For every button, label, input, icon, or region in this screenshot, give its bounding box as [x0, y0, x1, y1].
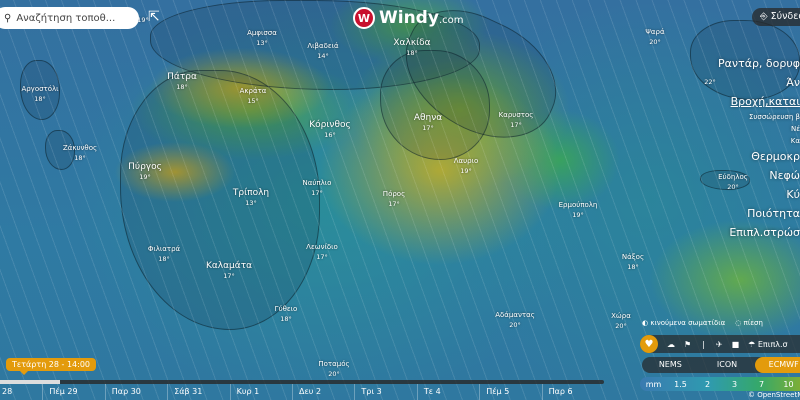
logo-suffix: .com: [438, 15, 464, 26]
legend-value: 3: [731, 379, 738, 389]
city-label: Νάξος 18°: [621, 253, 645, 271]
model-selector: NEMS ICON ECMWF: [642, 357, 800, 373]
kefalonia-land: [20, 60, 60, 120]
city-label: Αργοστόλι 18°: [21, 85, 59, 103]
logo-brand: Windy: [379, 8, 439, 28]
thermometer-icon[interactable]: ❘: [700, 339, 707, 349]
login-label: Σύνδεσ: [770, 11, 800, 22]
more-overlays-label: Επιπλ.σ: [757, 339, 788, 349]
particles-label: κινούμενα σωματίδια: [650, 319, 726, 327]
model-nems[interactable]: NEMS: [658, 360, 682, 369]
city-label: Ψαρά 20°: [645, 28, 665, 46]
webcam-icon[interactable]: ■: [731, 339, 740, 349]
day-tab[interactable]: Σάβ 31: [167, 384, 229, 400]
zakynthos-land: [45, 130, 75, 170]
overlay-bar: ♥ ☁ ⚑ ❘ ✈ ■ ☂ Επιπλ.σ: [640, 335, 800, 353]
rain-legend: mm 1.5 2 3 7 10: [640, 377, 800, 391]
city-label: Αμφισσα 13°: [247, 29, 277, 47]
weather-icon[interactable]: ☁: [667, 339, 675, 349]
timeline-progress[interactable]: [0, 380, 61, 384]
city-label: Λεωνίδιο 17°: [306, 243, 338, 261]
timeline-track[interactable]: [0, 380, 604, 384]
day-tab[interactable]: Κυρ 1: [229, 384, 292, 400]
city-label: Φιλιατρά 18°: [147, 245, 181, 263]
menu-item-wind[interactable]: Άν: [786, 76, 800, 89]
chios-land: [690, 20, 800, 100]
favorite-heart-icon[interactable]: ♥: [640, 335, 658, 353]
day-tab[interactable]: Τρι 3: [354, 384, 416, 400]
city-label: Καρυστος 17°: [498, 111, 534, 129]
city-label: Πόρος 17°: [382, 190, 406, 208]
day-tab[interactable]: Παρ 6: [541, 384, 604, 400]
menu-item-air-quality[interactable]: Ποιότητα: [747, 207, 800, 220]
day-tab[interactable]: Δευ 2: [292, 384, 354, 400]
airport-icon[interactable]: ✈: [715, 339, 723, 349]
legend-value: 7: [758, 379, 765, 389]
model-ecmwf[interactable]: ECMWF: [755, 357, 800, 373]
city-label: Κόρινθος 16°: [309, 120, 351, 139]
city-label: Καλαμάτα 17°: [205, 261, 253, 280]
peloponnese-land: [120, 70, 320, 330]
city-label: Ζάκυνθος 18°: [62, 144, 98, 162]
day-tab[interactable]: Παρ 30: [104, 384, 167, 400]
day-tab[interactable]: 28: [2, 387, 13, 396]
city-label: Χώρα 20°: [611, 312, 631, 330]
pressure-toggle[interactable]: ◌ πίεση: [735, 319, 763, 327]
windy-logo[interactable]: W Windy .com: [353, 7, 463, 29]
city-label: Ποταμός 20°: [318, 360, 350, 378]
menu-item-thunder[interactable]: Κα: [790, 137, 800, 145]
city-label: Αθηνα 17°: [413, 113, 443, 132]
city-label: Ακράτα 15°: [239, 87, 267, 105]
city-label: 22°: [704, 78, 716, 86]
menu-item-accumulation[interactable]: Συσσώρευση β: [748, 113, 800, 121]
timeline-days: 28 Πέμ 29 Παρ 30 Σάβ 31 Κυρ 1 Δευ 2 Τρι …: [0, 384, 604, 400]
login-button[interactable]: ⎆ Σύνδεσ: [752, 8, 800, 26]
day-tab[interactable]: Πέμ 29: [42, 384, 104, 400]
menu-item-temperature[interactable]: Θερμοκρ: [751, 150, 800, 163]
city-label: Τρίπολη 13°: [232, 188, 270, 207]
layer-menu: Ραντάρ, δορυφ Άν Βροχή,καται Συσσώρευση …: [718, 54, 800, 242]
menu-item-radar[interactable]: Ραντάρ, δορυφ: [718, 57, 800, 70]
legend-value: 1.5: [674, 379, 687, 389]
city-label: Λαυριο 19°: [453, 157, 479, 175]
city-label: Αδάμαντας 20°: [495, 311, 535, 329]
search-input[interactable]: ⚲ Αναζήτηση τοποθ...: [0, 7, 139, 29]
search-placeholder: Αναζήτηση τοποθ...: [16, 12, 116, 24]
day-tab[interactable]: Πέμ 5: [479, 384, 541, 400]
city-label: Πάτρα 18°: [167, 72, 197, 91]
city-label: 19°: [137, 16, 149, 24]
city-label: Γύθειο 18°: [274, 305, 298, 323]
particles-toggle[interactable]: ◐ κινούμενα σωματίδια: [642, 319, 726, 327]
legend-value: 10: [783, 379, 794, 389]
attica-land: [380, 50, 490, 160]
more-overlays[interactable]: ☂ Επιπλ.σ: [748, 339, 788, 349]
menu-item-snow[interactable]: Νέ: [790, 125, 800, 133]
legend-unit: mm: [645, 379, 662, 389]
flag-icon[interactable]: ⚑: [684, 339, 692, 349]
search-icon: ⚲: [4, 12, 12, 24]
attribution[interactable]: © OpenStreetMap: [748, 391, 800, 399]
day-tab[interactable]: Τε 4: [416, 384, 479, 400]
share-icon[interactable]: ⇱: [148, 9, 160, 25]
menu-item-clouds[interactable]: Νεφώ: [769, 169, 800, 182]
city-label: Πύργος 19°: [128, 162, 162, 181]
city-label: Λιβαδειά 14°: [307, 42, 339, 60]
city-label: Ναύπλιο 17°: [302, 179, 332, 197]
current-time-badge: Τετάρτη 28 - 14:00: [6, 358, 97, 375]
pressure-label: πίεση: [743, 319, 763, 327]
city-label: Ερμούπολη 19°: [558, 201, 598, 219]
model-icon[interactable]: ICON: [716, 360, 738, 369]
menu-item-rain[interactable]: Βροχή,καται: [730, 95, 800, 108]
menu-item-waves[interactable]: Κύ: [786, 188, 800, 201]
menu-item-more-layers[interactable]: Επιπλ.στρώσ: [729, 226, 800, 239]
city-label: Εύδηλος 20°: [718, 173, 748, 191]
ikaria-land: [700, 170, 750, 190]
city-label: Χαλκίδα 18°: [393, 38, 431, 57]
map-toggles: ◐ κινούμενα σωματίδια ◌ πίεση: [642, 319, 763, 327]
legend-value: 2: [704, 379, 711, 389]
windy-logo-icon: W: [353, 7, 375, 29]
